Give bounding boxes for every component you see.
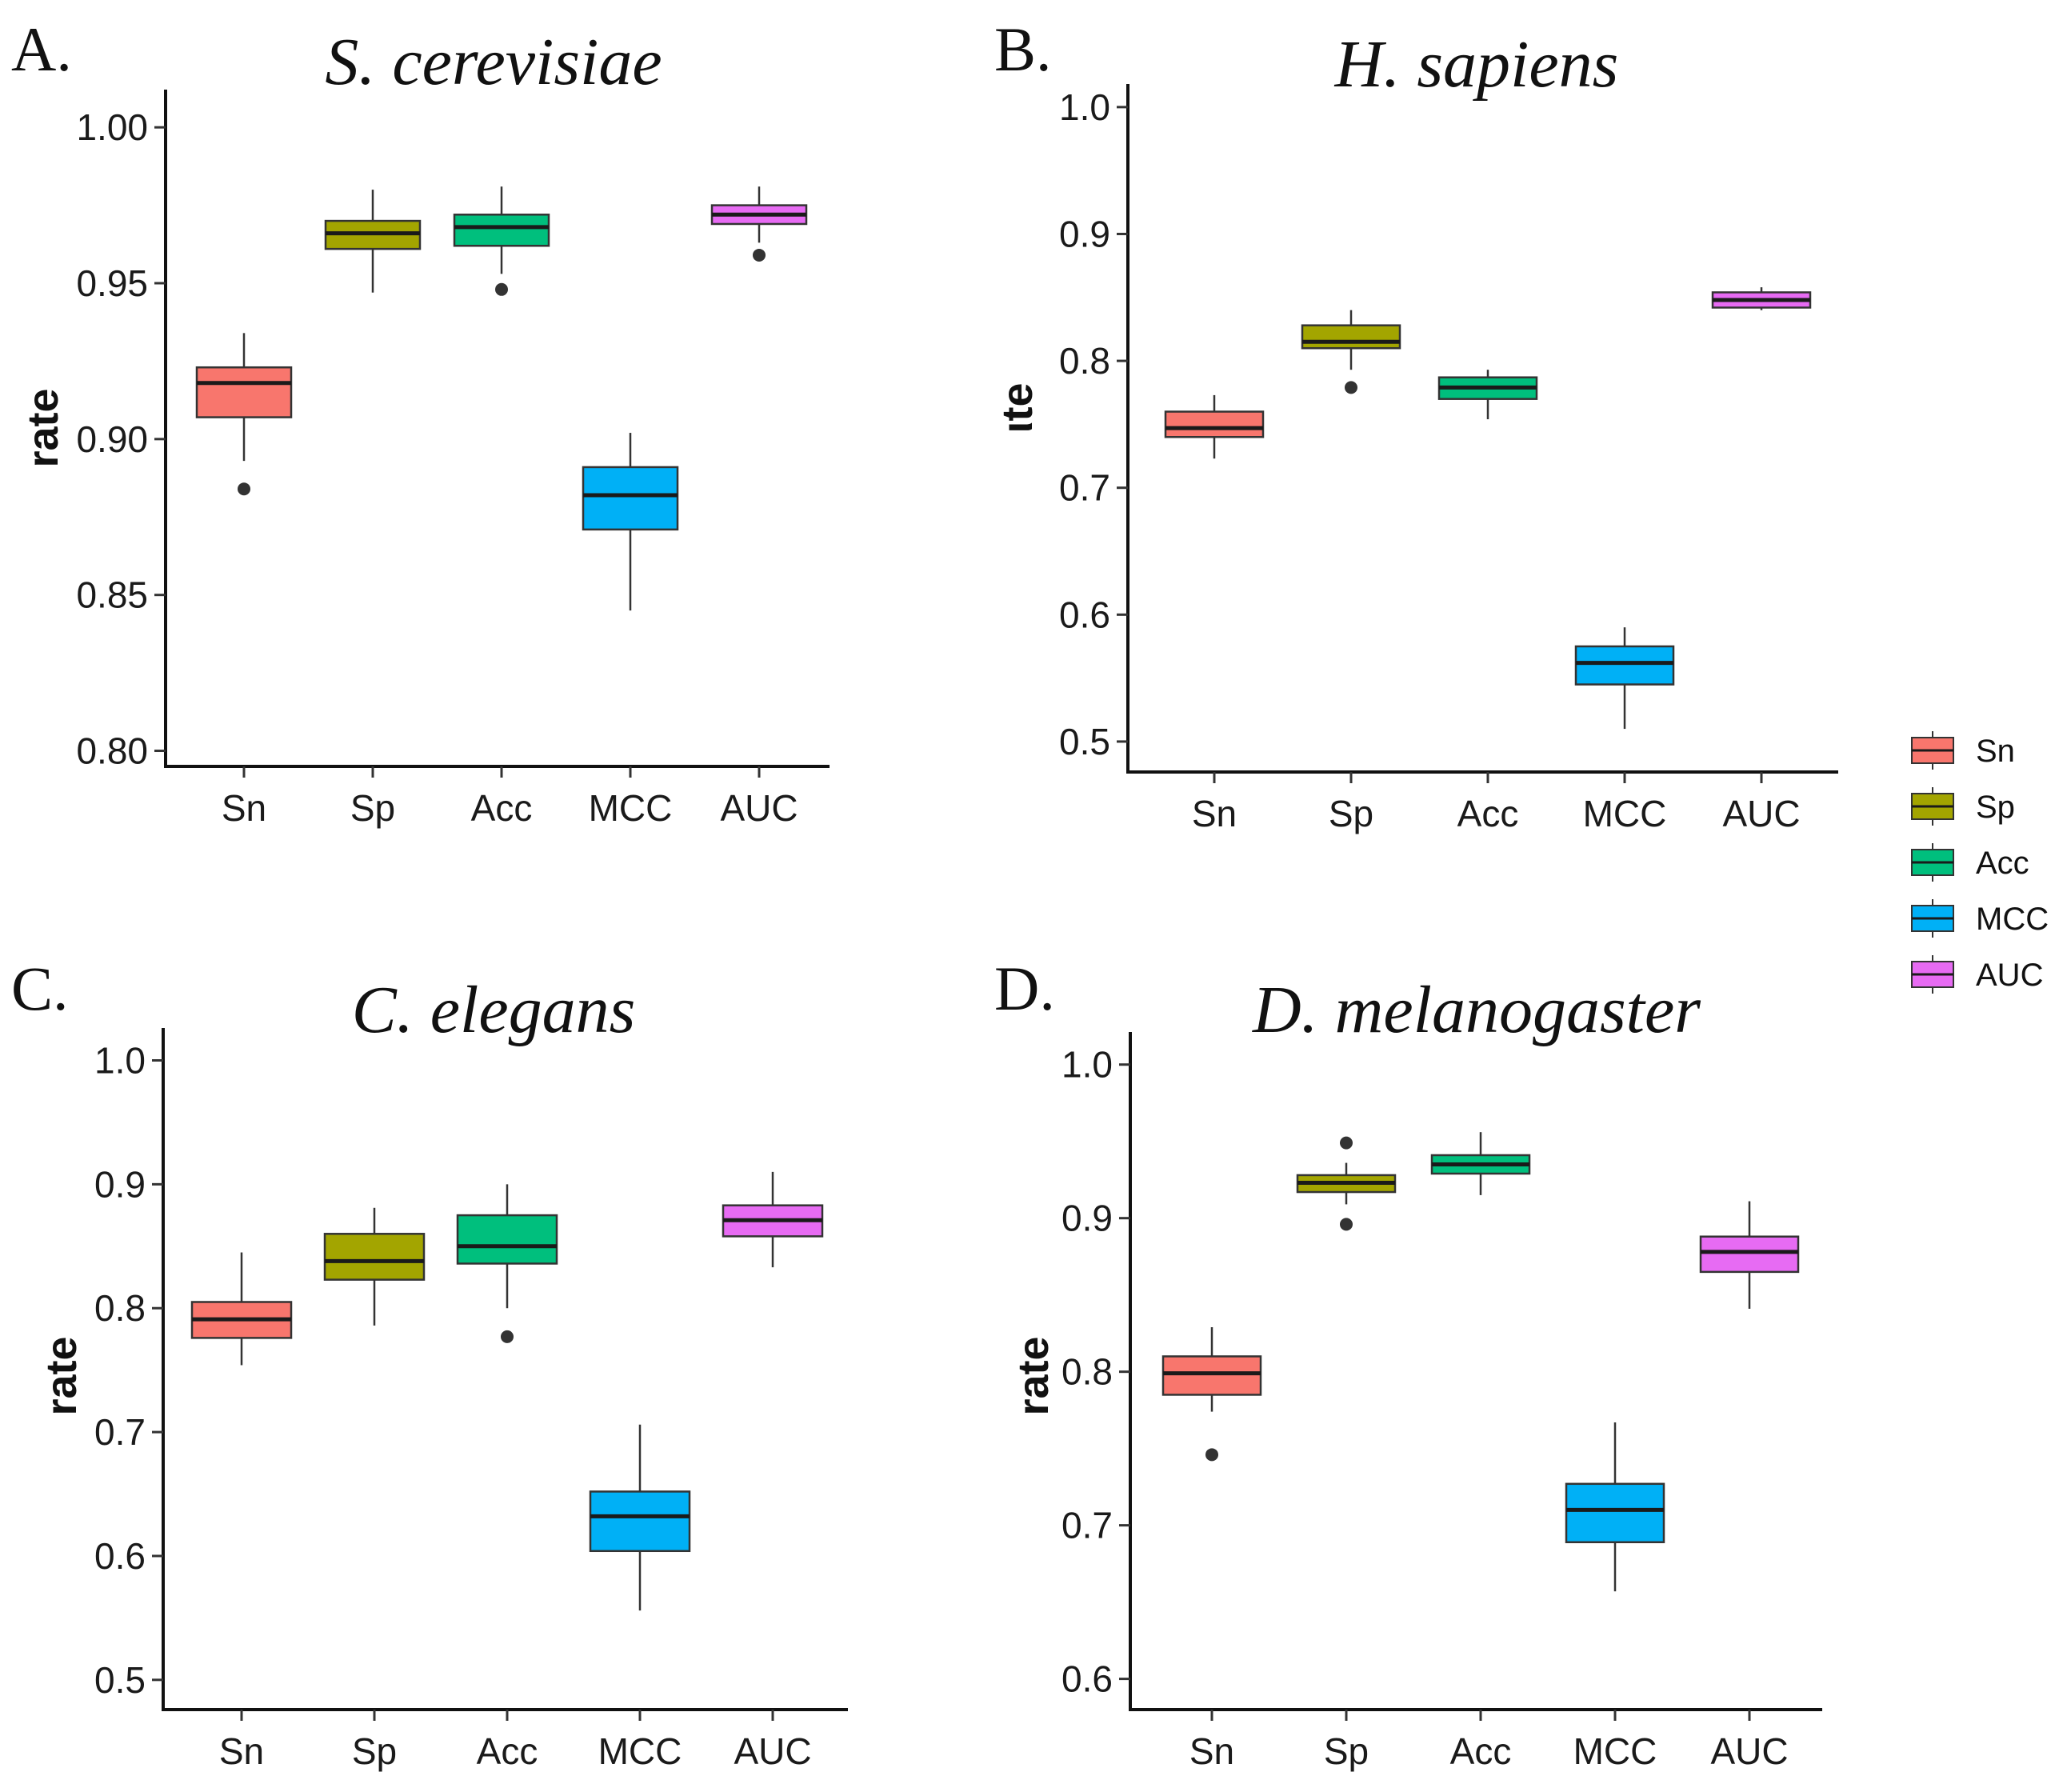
y-axis-label: ιte [994,382,1041,433]
y-tick-label: 0.7 [1059,467,1110,509]
outlier-point [1345,381,1357,394]
y-tick-label: 0.80 [76,730,148,772]
x-tick-label: Sn [222,787,266,829]
legend: Sn Sp Acc MCC AUC [1911,731,2049,994]
box-mcc [589,1490,691,1553]
box-auc [1699,1235,1800,1274]
box-acc [456,1214,558,1265]
x-tick-label: Sp [1324,1730,1369,1772]
legend-label-auc: AUC [1976,958,2043,993]
y-tick-label: 0.9 [1061,1198,1113,1239]
panel-letter-a: A. [11,14,72,84]
panel-title-a: S. cerevisiae [325,25,662,99]
x-tick-label: Sp [1329,793,1373,834]
box-sp [323,1233,426,1281]
x-tick-label: Acc [1457,793,1519,834]
x-tick-label: Sp [352,1730,397,1772]
x-tick-label: AUC [720,787,798,829]
plot-c: 0.5 0.6 0.7 0.8 0.9 1.0 rate Sn Sp Acc MCC AUC [38,1028,848,1772]
y-tick-label: 0.6 [94,1535,146,1577]
y-tick-label: 1.0 [1061,1044,1113,1086]
x-tick-label: Sn [219,1730,264,1772]
y-tick-label: 1.0 [94,1039,146,1081]
x-tick-label: Sn [1189,1730,1234,1772]
panel-title-c: C. elegans [352,973,636,1047]
plot-a: 0.80 0.85 0.90 0.95 1.00 rate Sn Sp Acc MCC AUC [19,90,830,829]
box-sp [1301,324,1401,350]
y-tick-label: 0.9 [1059,213,1110,254]
outlier-point [753,248,766,262]
panel-title-d: D. melanogaster [1252,973,1701,1047]
box-sn [1161,1355,1262,1396]
panel-d: D. D. melanogaster 0.6 0.7 0.8 0.9 1.0 rate Sn… [994,954,1822,1772]
panel-c: C. C. elegans 0.5 0.6 0.7 0.8 0.9 1.0 rate Sn Sp… [11,954,848,1772]
panel-b: B. H. sapiens 0.5 0.6 0.7 0.8 0.9 1.0 ιte Sn Sp A… [994,14,1838,834]
legend-label-sp: Sp [1976,790,2015,825]
y-tick-label: 0.95 [76,262,148,304]
y-tick-label: 0.8 [1059,340,1110,382]
box-acc [453,214,550,247]
x-tick-label: AUC [734,1730,811,1772]
outlier-point [495,282,508,296]
outlier-point [1205,1448,1218,1462]
x-tick-label: MCC [589,787,673,829]
y-tick-label: 0.8 [1061,1351,1113,1393]
legend-label-mcc: MCC [1976,902,2049,937]
y-axis-label: rate [1010,1336,1057,1415]
box-mcc [1574,645,1675,686]
y-axis-label: rate [19,388,67,467]
y-tick-label: 0.9 [94,1163,146,1205]
panel-letter-c: C. [11,954,69,1023]
y-tick-label: 0.5 [1059,721,1110,762]
panel-letter-b: B. [994,14,1052,84]
y-tick-label: 1.00 [76,106,148,148]
panel-a: A. S. cerevisiae 0.80 0.85 0.90 0.95 1.00 rat… [11,14,830,829]
plot-b: 0.5 0.6 0.7 0.8 0.9 1.0 ιte Sn Sp Acc MCC AUC [994,84,1838,834]
y-tick-label: 0.90 [76,418,148,460]
outlier-point [1340,1218,1353,1231]
outlier-point [501,1330,514,1343]
y-tick-label: 0.7 [1061,1505,1113,1546]
panel-title-b: H. sapiens [1334,27,1619,102]
x-tick-label: Acc [477,1730,538,1772]
legend-label-acc: Acc [1976,846,2029,881]
x-tick-label: MCC [1573,1730,1657,1772]
y-tick-label: 0.8 [94,1287,146,1329]
y-axis-label: rate [38,1336,86,1415]
y-tick-label: 0.6 [1061,1658,1113,1700]
x-tick-label: Acc [471,787,533,829]
box-sn [1164,410,1265,438]
y-tick-label: 0.6 [1059,594,1110,635]
legend-label-sn: Sn [1976,734,2015,769]
panel-letter-d: D. [994,954,1055,1023]
y-tick-label: 1.0 [1059,86,1110,128]
x-tick-label: Sp [350,787,395,829]
box-sn [195,366,293,418]
y-tick-label: 0.85 [76,574,148,616]
outlier-point [238,482,250,496]
y-tick-label: 0.7 [94,1411,146,1453]
plot-d: 0.6 0.7 0.8 0.9 1.0 rate Sn Sp Acc MCC AUC [1010,1032,1822,1772]
box-mcc [1565,1482,1665,1543]
x-tick-label: MCC [1583,793,1667,834]
x-tick-label: AUC [1722,793,1800,834]
box-mcc [582,466,679,531]
outlier-point [1340,1136,1353,1150]
y-tick-label: 0.5 [94,1659,146,1701]
x-tick-label: Acc [1450,1730,1512,1772]
x-tick-label: MCC [598,1730,682,1772]
x-tick-label: AUC [1710,1730,1788,1772]
x-tick-label: Sn [1192,793,1237,834]
